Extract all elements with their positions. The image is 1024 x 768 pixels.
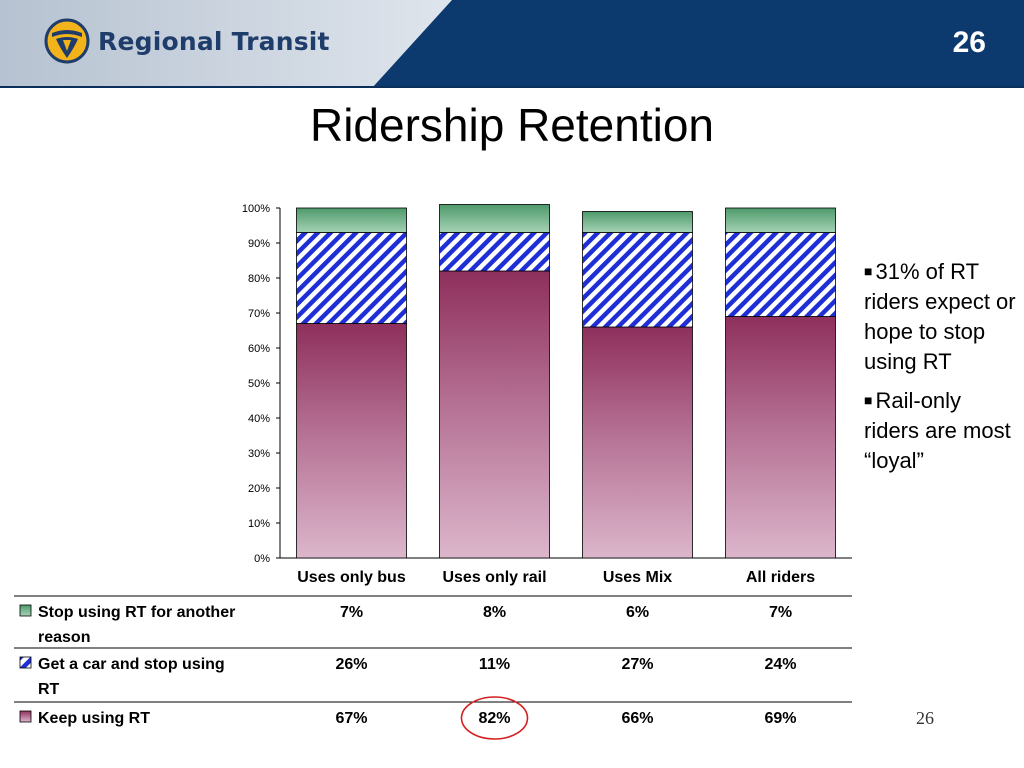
y-tick-label: 90% xyxy=(248,238,270,250)
slide-number-badge: 26 xyxy=(952,26,986,59)
table-cell: 69% xyxy=(764,710,796,727)
table-cell: 8% xyxy=(483,604,506,621)
y-tick-label: 60% xyxy=(248,343,270,355)
y-tick-label: 0% xyxy=(254,553,270,565)
bar-segment xyxy=(582,211,693,233)
legend-label: Keep using RT xyxy=(38,710,150,727)
table-cell: 7% xyxy=(769,604,792,621)
bar-segment xyxy=(725,207,836,233)
table-cell: 7% xyxy=(340,604,363,621)
bullet-item: ■ Rail-only riders are most “loyal” xyxy=(864,385,1020,476)
bar-segment xyxy=(296,232,407,324)
bullet-list: ■ 31% of RT riders expect or hope to stop… xyxy=(864,256,1020,484)
header-bar: Regional Transit 26 xyxy=(0,0,1024,88)
x-axis-labels: Uses only bus Uses only rail Uses Mix All r… xyxy=(297,569,815,586)
bar-segment xyxy=(725,316,836,559)
y-tick-label: 70% xyxy=(248,308,270,320)
highlight-circle xyxy=(460,696,529,740)
table-cell: 27% xyxy=(621,656,653,673)
bar-segment xyxy=(582,232,693,328)
y-tick-label: 20% xyxy=(248,483,270,495)
bullet-marker: ■ xyxy=(864,263,873,279)
x-tick-label: Uses only bus xyxy=(297,569,406,586)
table-cell: 67% xyxy=(335,710,367,727)
bar-segment xyxy=(296,207,407,233)
legend-label: Get a car and stop using RT xyxy=(38,656,225,698)
y-tick-label: 30% xyxy=(248,448,270,460)
y-tick-label: 80% xyxy=(248,273,270,285)
bullet-item: ■ 31% of RT riders expect or hope to stop… xyxy=(864,256,1020,377)
bar-segment xyxy=(439,270,550,559)
bar-segment xyxy=(725,232,836,317)
legend-key xyxy=(19,604,32,617)
legend-key xyxy=(19,656,32,669)
brand-name: Regional Transit xyxy=(98,26,330,56)
bullet-marker: ■ xyxy=(864,392,873,408)
legend-key xyxy=(19,710,32,723)
header-background xyxy=(0,0,1024,88)
y-tick-label: 50% xyxy=(248,378,270,390)
y-tick-label: 10% xyxy=(248,518,270,530)
y-tick-label: 40% xyxy=(248,413,270,425)
regional-transit-logo-icon xyxy=(44,18,90,64)
brand-logo: Regional Transit xyxy=(44,18,330,64)
x-tick-label: Uses only rail xyxy=(442,569,546,586)
table-cell: 82% xyxy=(478,710,510,727)
table-cell: 6% xyxy=(626,604,649,621)
y-tick-label: 100% xyxy=(242,203,270,215)
data-table: Stop using RT for another reason 7% 8% 6% 7% G… xyxy=(14,595,852,740)
bar-segment xyxy=(439,204,550,233)
table-cell: 66% xyxy=(621,710,653,727)
bar-segment xyxy=(439,232,550,272)
bar-segment xyxy=(296,323,407,559)
bullet-text: Rail-only riders are most “loyal” xyxy=(864,388,1011,473)
table-cell: 11% xyxy=(479,656,510,673)
table-cell: 24% xyxy=(764,656,796,673)
x-tick-label: All riders xyxy=(746,569,815,586)
page-number: 26 xyxy=(916,708,934,728)
slide-title: Ridership Retention xyxy=(309,99,714,151)
table-cell: 26% xyxy=(335,656,367,673)
legend-label: Stop using RT for another reason xyxy=(38,604,235,646)
header-light-band xyxy=(0,0,452,88)
x-tick-label: Uses Mix xyxy=(603,569,672,586)
bars xyxy=(296,204,836,559)
bar-segment xyxy=(582,326,693,559)
bullet-text: 31% of RT riders expect or hope to stop … xyxy=(864,259,1016,374)
